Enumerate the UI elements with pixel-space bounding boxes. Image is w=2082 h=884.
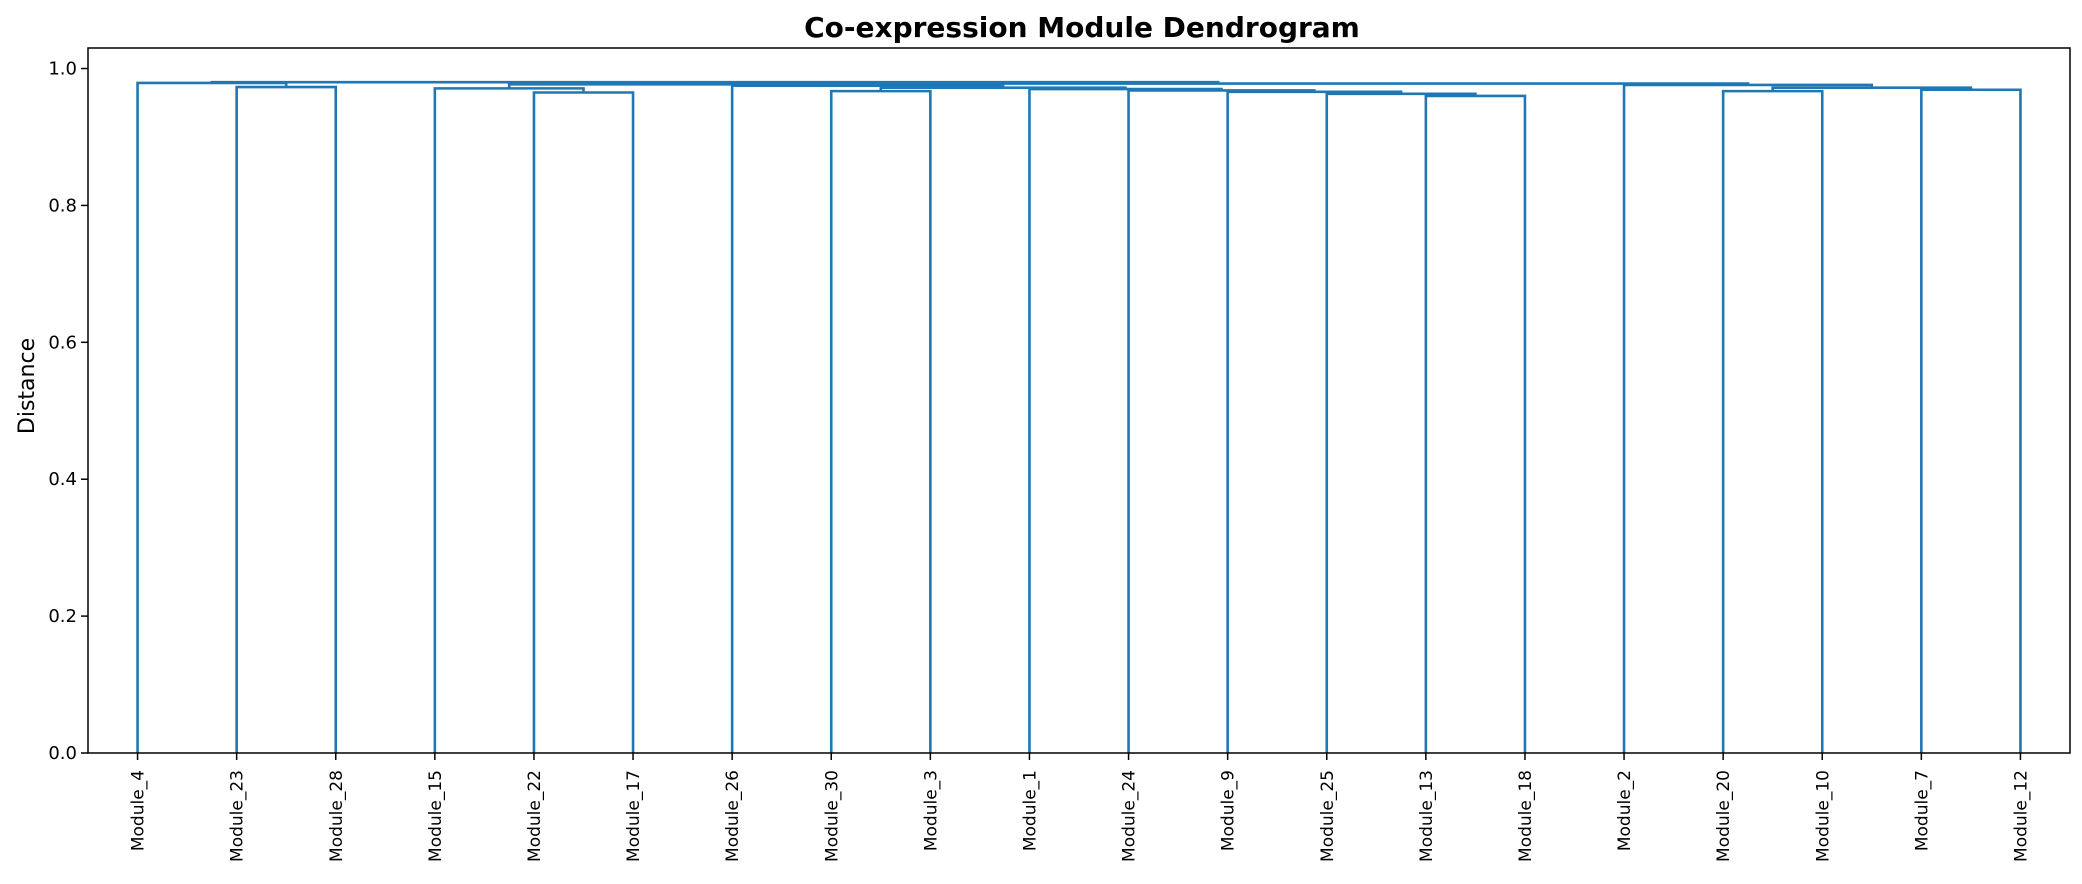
dendrogram-link [1127, 89, 1316, 753]
x-tick-label: Module_28 [327, 770, 347, 862]
dendrogram-link [210, 80, 1220, 84]
dendrogram-link [730, 84, 1005, 753]
y-tick-label: 0.8 [48, 195, 77, 216]
x-tick-label: Module_24 [1120, 770, 1140, 862]
dendrogram-link [687, 82, 1750, 85]
x-tick-label: Module_3 [921, 770, 941, 851]
dendrogram-link [1721, 89, 1824, 753]
x-tick-label: Module_1 [1020, 770, 1040, 851]
x-tick-label: Module_9 [1219, 770, 1239, 851]
x-tick-label: Module_20 [1714, 770, 1734, 862]
dendrogram-links [136, 80, 2022, 753]
x-tick-label: Module_18 [1516, 770, 1536, 862]
chart-title: Co-expression Module Dendrogram [804, 11, 1360, 44]
dendrogram-link [1424, 94, 1527, 753]
dendrogram-link [136, 81, 288, 753]
x-tick-label: Module_4 [129, 770, 149, 851]
x-tick-label: Module_15 [426, 770, 446, 862]
y-tick-label: 1.0 [48, 59, 77, 80]
dendrogram-link [1226, 90, 1403, 753]
y-tick-label: 0.4 [48, 469, 77, 490]
dendrogram-link [235, 85, 338, 753]
y-tick-label: 0.2 [48, 606, 77, 627]
y-tick-label: 0.0 [48, 743, 77, 764]
x-tick-label: Module_17 [624, 770, 644, 862]
dendrogram-link [532, 91, 635, 753]
x-tick-label: Module_10 [1813, 770, 1833, 862]
y-axis-label: Distance [15, 338, 40, 434]
x-axis-ticks: Module_4 Module_23 Module_28 Module_15 Modul… [129, 753, 2031, 862]
x-tick-label: Module_26 [723, 770, 743, 862]
x-tick-label: Module_25 [1318, 770, 1338, 862]
dendrogram-link [1920, 88, 2022, 753]
y-axis-ticks: 0.0 0.2 0.4 0.6 0.8 1.0 [48, 59, 88, 764]
y-tick-label: 0.6 [48, 332, 77, 353]
plot-frame [87, 47, 2071, 754]
dendrogram-link [433, 87, 585, 753]
x-tick-label: Module_22 [525, 770, 545, 862]
x-tick-label: Module_30 [822, 770, 842, 862]
dendrogram-link [1325, 92, 1477, 753]
dendrogram-link [1028, 87, 1223, 753]
dendrogram-link [829, 89, 932, 753]
x-tick-label: Module_23 [228, 770, 248, 862]
x-tick-label: Module_12 [2011, 770, 2031, 862]
x-tick-label: Module_2 [1615, 770, 1635, 851]
x-tick-label: Module_7 [1912, 770, 1932, 851]
x-tick-label: Module_13 [1417, 770, 1437, 862]
dendrogram-link [1622, 83, 1874, 753]
